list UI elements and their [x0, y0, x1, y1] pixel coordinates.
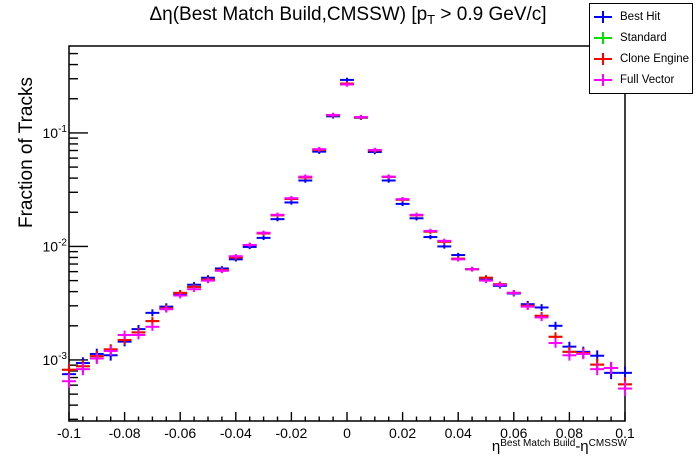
legend-item-clone-engine: Clone Engine	[593, 49, 692, 69]
x-tick-label: -0.02	[275, 425, 307, 441]
x-tick-label: 0.04	[445, 425, 472, 441]
series-full-vector	[62, 82, 632, 396]
legend-item-best-hit: Best Hit	[593, 7, 692, 27]
plot-title-text: Δη(Best Match Build,CMSSW) [p	[149, 4, 428, 25]
y-tick-label: 10-2	[43, 237, 68, 254]
y-tick-label: 10-1	[43, 124, 68, 141]
error-bar-marker-icon	[594, 31, 612, 44]
x-axis-title-eta1: η	[491, 438, 501, 455]
x-tick-label: 0.06	[500, 425, 527, 441]
legend-box: Best Hit Standard Clone Engine Full Vect…	[589, 3, 693, 94]
x-tick-labels: -0.1 -0.08 -0.06 -0.04 -0.02 0 0.02 0.04 0.06 0.0…	[57, 425, 635, 441]
legend-item-label: Standard	[620, 31, 667, 44]
error-bar-marker-icon	[594, 53, 612, 66]
x-tick-label: 0.02	[389, 425, 416, 441]
plot-title: Δη(Best Match Build,CMSSW) [pT > 0.9 GeV…	[0, 4, 696, 27]
error-bar-marker-icon	[594, 10, 612, 23]
legend-item-full-vector: Full Vector	[593, 70, 692, 90]
legend-item-standard: Standard	[593, 28, 692, 48]
x-tick-label: -0.04	[220, 425, 252, 441]
x-axis-title: ηBest Match Build-ηCMSSW	[492, 438, 627, 455]
series-best-hit	[62, 77, 632, 381]
series-standard	[62, 81, 632, 392]
x-tick-label: 0.08	[556, 425, 583, 441]
y-tick-labels: 10-1 10-2 10-3	[43, 124, 68, 368]
x-tick-label: -0.1	[57, 425, 81, 441]
x-tick-label: -0.08	[109, 425, 141, 441]
plot-frame	[68, 45, 626, 422]
y-axis-title: Fraction of Tracks	[16, 77, 37, 228]
y-tick-label: 10-3	[43, 351, 68, 368]
axis-ticks	[68, 52, 626, 421]
x-axis-title-sup1: Best Match Build	[500, 438, 576, 449]
x-tick-label: 0.1	[615, 425, 635, 441]
plot-title-subscript: T	[427, 12, 436, 27]
legend-item-label: Best Hit	[620, 10, 661, 23]
x-axis-title-sup2: CMSSW	[588, 438, 627, 449]
plot-title-text-2: > 0.9 GeV/c]	[435, 4, 547, 25]
series-clone-engine	[62, 81, 632, 392]
legend-item-label: Full Vector	[620, 74, 675, 87]
x-tick-label: -0.06	[164, 425, 196, 441]
error-bar-marker-icon	[594, 74, 612, 87]
x-tick-label: 0	[343, 425, 351, 441]
x-axis-title-eta2: -η	[575, 438, 589, 455]
legend-item-label: Clone Engine	[620, 53, 690, 66]
